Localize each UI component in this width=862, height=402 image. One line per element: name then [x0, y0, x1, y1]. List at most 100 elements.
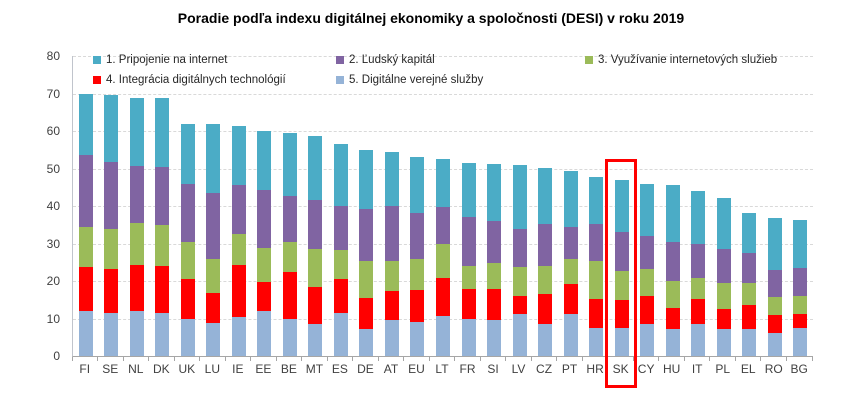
- legend-item-human-capital: 2. Ľudský kapitál: [336, 54, 435, 66]
- bar-LV: [512, 164, 527, 356]
- x-axis-label-EE: EE: [255, 362, 272, 376]
- bar-segment-FR: [461, 289, 476, 320]
- bar-segment-MT: [308, 249, 323, 287]
- y-axis-label-60: 60: [46, 124, 60, 138]
- x-axis-label-CZ: CZ: [536, 362, 553, 376]
- x-axis-tick: [199, 357, 201, 361]
- bar-segment-AT: [384, 290, 399, 321]
- bar-HU: [665, 185, 680, 356]
- bar-segment-ES: [333, 205, 348, 250]
- bar-segment-IE: [231, 126, 246, 185]
- bar-segment-PL: [716, 328, 731, 356]
- bar-segment-IE: [231, 184, 246, 235]
- plot-area: [72, 56, 813, 357]
- bar-segment-BE: [282, 195, 297, 242]
- y-axis-label-80: 80: [46, 49, 60, 63]
- x-axis-tick: [530, 357, 532, 361]
- x-axis-label-IE: IE: [232, 362, 244, 376]
- bar-FI: [78, 93, 93, 356]
- bar-segment-IE: [231, 316, 246, 356]
- legend-swatch-digital-public-services-icon: [336, 76, 344, 84]
- bar-segment-CZ: [538, 293, 553, 324]
- bar-segment-BE: [282, 272, 297, 320]
- bar-segment-BG: [793, 313, 808, 329]
- bar-DE: [359, 150, 374, 356]
- bar-PT: [563, 171, 578, 356]
- bar-LT: [436, 158, 450, 356]
- bar-segment-IT: [691, 299, 706, 325]
- bar-segment-MT: [308, 323, 323, 356]
- bar-NL: [129, 97, 144, 356]
- bar-BG: [793, 219, 808, 356]
- legend-item-digital-technology-integration: 4. Integrácia digitálnych technológií: [93, 74, 286, 86]
- bar-segment-BG: [793, 295, 808, 314]
- x-axis-tick: [811, 357, 813, 361]
- x-axis-tick: [71, 357, 73, 361]
- bar-segment-SK: [614, 180, 629, 233]
- bar-segment-EU: [410, 321, 425, 356]
- bar-segment-UK: [180, 241, 195, 280]
- bar-segment-LV: [512, 314, 527, 356]
- bar-segment-ES: [333, 312, 348, 356]
- bar-segment-SK: [614, 300, 629, 328]
- bar-segment-SE: [104, 95, 119, 162]
- x-axis-tick: [479, 357, 481, 361]
- bar-segment-NL: [129, 264, 144, 311]
- bar-segment-FR: [461, 216, 476, 266]
- bar-segment-ES: [333, 143, 348, 206]
- bar-segment-PT: [563, 171, 578, 228]
- bar-segment-EE: [257, 311, 272, 356]
- x-axis-label-DK: DK: [152, 362, 170, 376]
- bar-segment-DE: [359, 297, 374, 329]
- bar-segment-DK: [155, 312, 170, 356]
- bar-segment-ES: [333, 249, 348, 280]
- bar-segment-AT: [384, 320, 399, 356]
- x-axis-label-PL: PL: [715, 362, 731, 376]
- bar-segment-CY: [640, 323, 655, 356]
- bar-segment-HR: [589, 299, 604, 328]
- bar-SI: [487, 163, 502, 356]
- x-axis-tick: [326, 357, 328, 361]
- bar-segment-SK: [614, 270, 629, 301]
- bar-segment-CY: [640, 295, 655, 324]
- bar-segment-EE: [257, 189, 272, 248]
- bar-segment-LV: [512, 267, 527, 296]
- chart-title: Poradie podľa indexu digitálnej ekonomik…: [177, 10, 685, 26]
- bar-segment-DE: [359, 150, 374, 209]
- x-axis-tick: [785, 357, 787, 361]
- x-axis-tick: [760, 357, 762, 361]
- bar-segment-EL: [742, 305, 757, 329]
- bar-segment-LU: [206, 124, 221, 193]
- bar-segment-EE: [257, 130, 272, 190]
- bar-segment-SK: [614, 232, 629, 271]
- bar-segment-DE: [359, 328, 374, 356]
- bar-segment-AT: [384, 152, 399, 207]
- bar-segment-SK: [614, 327, 629, 356]
- bar-segment-SE: [104, 312, 119, 356]
- bar-UK: [180, 123, 195, 356]
- bar-segment-HR: [589, 223, 604, 261]
- bar-segment-LV: [512, 164, 527, 229]
- bar-segment-FI: [78, 267, 93, 311]
- bar-ES: [333, 143, 348, 356]
- x-axis-label-LU: LU: [204, 362, 220, 376]
- bar-segment-HU: [665, 185, 680, 243]
- x-axis-label-ES: ES: [331, 362, 348, 376]
- bar-segment-HR: [589, 327, 604, 356]
- x-axis-tick: [658, 357, 660, 361]
- x-axis-label-EL: EL: [740, 362, 756, 376]
- x-axis-label-SE: SE: [102, 362, 119, 376]
- x-axis-label-SI: SI: [487, 362, 499, 376]
- bar-segment-BG: [793, 328, 808, 356]
- bar-segment-PL: [716, 309, 731, 329]
- legend-item-digital-public-services: 5. Digitálne verejné služby: [336, 74, 483, 86]
- x-axis-tick: [454, 357, 456, 361]
- bar-segment-EE: [257, 281, 272, 311]
- bar-segment-IT: [691, 243, 706, 278]
- bar-segment-PL: [716, 282, 731, 310]
- bar-segment-HR: [589, 177, 604, 224]
- bar-segment-LT: [436, 158, 450, 208]
- bar-segment-RO: [767, 218, 782, 271]
- bar-segment-NL: [129, 222, 144, 265]
- bar-segment-LT: [436, 277, 450, 316]
